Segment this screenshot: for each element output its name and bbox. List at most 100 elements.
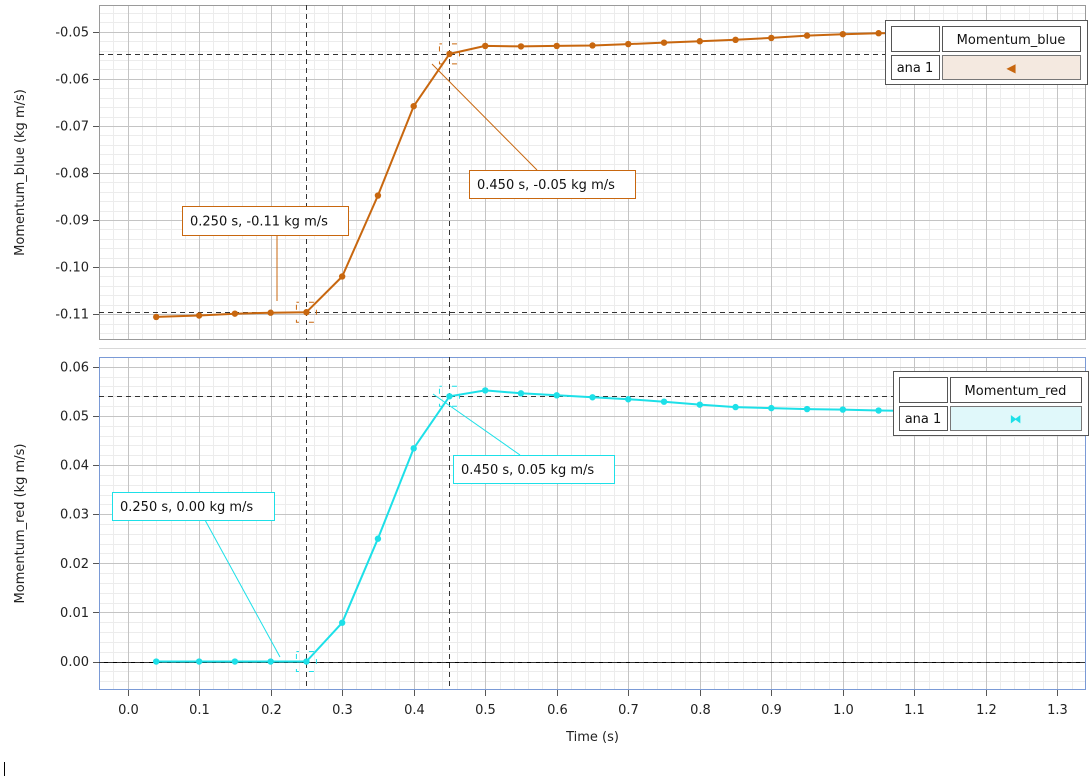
annotation-label: 0.450 s, 0.05 kg m/s (461, 463, 594, 478)
data-point[interactable] (446, 393, 453, 400)
data-point[interactable] (303, 658, 310, 665)
data-point[interactable] (660, 398, 668, 405)
data-point[interactable] (153, 658, 160, 665)
data-point[interactable] (839, 30, 847, 38)
data-point[interactable] (410, 102, 417, 110)
x-tick-label: 0.0 (118, 703, 139, 718)
data-point[interactable] (768, 404, 775, 412)
y-tick-label: 0.05 (60, 409, 89, 424)
data-point[interactable] (553, 392, 560, 399)
data-point[interactable] (374, 535, 382, 542)
x-tick-label: 0.3 (332, 703, 353, 718)
data-point[interactable] (338, 273, 346, 280)
series-line (156, 31, 915, 318)
data-point[interactable] (839, 406, 847, 413)
annotation-leader (432, 393, 521, 456)
cursor-marker[interactable] (438, 43, 460, 65)
legend-name-cell (950, 377, 1082, 403)
annotation-box[interactable] (469, 170, 636, 199)
cursor-marker[interactable] (295, 651, 317, 673)
data-point[interactable] (803, 405, 811, 413)
x-tick-label: 0.9 (761, 703, 782, 718)
data-point[interactable] (625, 40, 632, 48)
y-tick-label: 0.00 (60, 655, 89, 670)
annotation-label: 0.250 s, 0.00 kg m/s (120, 500, 253, 515)
plot-panel-1: -0.05 -0.06 -0.07 -0.08 -0.09 -0.10 -0.11 Momen… (13, 5, 1088, 340)
y-tick-label: 0.06 (60, 360, 89, 375)
data-point[interactable] (732, 403, 739, 411)
x-axis: 0.0 0.1 0.2 0.3 0.4 0.5 0.6 0.7 0.8 0.9 1.0 1.1 1.2 1… (118, 690, 1068, 745)
data-point[interactable] (338, 619, 346, 626)
x-tick-label: 0.5 (475, 703, 496, 718)
data-point[interactable] (625, 396, 632, 403)
data-point[interactable] (267, 309, 274, 316)
data-point[interactable] (553, 42, 560, 50)
annotation-label: 0.450 s, -0.05 kg m/s (477, 178, 615, 193)
y-tick-label: -0.08 (55, 166, 89, 181)
data-point[interactable] (696, 401, 703, 408)
legend-color-cell (891, 26, 940, 52)
data-point[interactable] (696, 38, 703, 45)
annotation-leader (204, 519, 281, 658)
data-point[interactable] (875, 407, 882, 414)
annotation-box[interactable] (453, 455, 615, 484)
data-point[interactable] (153, 313, 160, 321)
y-tick-label: -0.10 (55, 261, 89, 276)
data-point[interactable] (195, 312, 203, 319)
x-tick-label: 0.4 (404, 703, 425, 718)
annotation-leader (431, 63, 538, 171)
y-tick-label: -0.09 (55, 214, 89, 229)
x-tick-label: 0.6 (547, 703, 568, 718)
x-tick-label: 0.2 (261, 703, 282, 718)
x-tick-label: 0.1 (189, 703, 210, 718)
legend-name-cell (942, 26, 1081, 52)
x-tick-label: 1.1 (904, 703, 925, 718)
legend-color-cell (899, 377, 948, 403)
legend-run-name: ana 1 (905, 412, 942, 427)
data-point[interactable] (732, 36, 739, 44)
cursor-marker[interactable] (438, 385, 460, 407)
legend-marker-button[interactable] (942, 55, 1081, 80)
data-point[interactable] (231, 658, 239, 665)
data-point[interactable] (875, 30, 882, 37)
data-point[interactable] (482, 387, 489, 394)
data-point[interactable] (303, 309, 310, 316)
legend-series-name: Momentum_red (965, 384, 1067, 399)
data-point[interactable] (410, 445, 417, 452)
data-point[interactable] (231, 310, 239, 317)
data-point[interactable] (517, 390, 525, 397)
x-tick-label: 1.3 (1047, 703, 1068, 718)
x-tick-label: 1.2 (976, 703, 997, 718)
legend-run-name: ana 1 (897, 61, 934, 76)
y-tick-label: -0.05 (55, 25, 89, 40)
y-tick-label: -0.11 (55, 308, 89, 323)
data-point[interactable] (589, 394, 596, 401)
legend-marker-icon: ⧓ (1010, 412, 1022, 426)
legend-marker-button[interactable] (950, 406, 1082, 431)
y-tick-label: -0.06 (55, 72, 89, 87)
annotation-label: 0.250 s, -0.11 kg m/s (190, 215, 328, 230)
y-tick-label: 0.01 (60, 606, 89, 621)
legend-run-cell (891, 55, 940, 80)
data-point[interactable] (589, 42, 596, 49)
x-tick-label: 1.0 (833, 703, 854, 718)
annotation-box[interactable] (182, 206, 349, 236)
data-point[interactable] (446, 50, 453, 58)
data-point[interactable] (374, 192, 382, 199)
data-point[interactable] (803, 32, 811, 39)
cursor-marker[interactable] (295, 301, 317, 323)
data-point[interactable] (660, 39, 668, 46)
annotation-box[interactable] (112, 492, 275, 521)
data-point[interactable] (768, 34, 775, 42)
legend-series-name: Momentum_blue (957, 33, 1066, 48)
data-point[interactable] (195, 658, 203, 665)
x-tick-label: 0.8 (690, 703, 711, 718)
x-tick-label: 0.7 (618, 703, 639, 718)
data-point[interactable] (517, 43, 525, 50)
y-tick-label: 0.02 (60, 557, 89, 572)
data-point[interactable] (482, 42, 489, 50)
data-point[interactable] (267, 658, 274, 665)
